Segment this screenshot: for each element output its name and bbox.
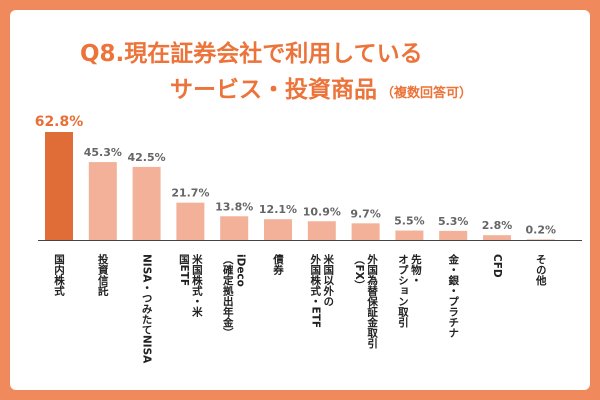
value-label-4: 13.8% (215, 200, 253, 213)
category-label-10: CFD (491, 254, 503, 278)
bar-6 (307, 221, 336, 240)
value-label-3: 21.7% (171, 187, 209, 200)
value-label-1: 45.3% (84, 146, 122, 159)
value-label-2: 42.5% (128, 151, 166, 164)
chart-title-main: サービス・投資商品 (170, 77, 377, 103)
category-label-3-line1: 米国株式・米 (191, 253, 203, 318)
category-label-4-line1: iDeco (235, 254, 247, 287)
value-label-9: 5.3% (438, 215, 469, 228)
category-label-5: 債券 (272, 253, 284, 276)
category-label-2: NISA・つみたてNISA (141, 254, 153, 364)
value-label-5: 12.1% (259, 203, 297, 216)
category-label-11: その他 (535, 254, 547, 286)
value-label-11: 0.2% (526, 223, 557, 236)
bar-7 (351, 223, 380, 240)
category-label-0: 国内株式 (53, 254, 65, 297)
chart-card: Q8.現在証券会社で利用している サービス・投資商品 （複数回答可） 62.8% 国… (10, 10, 590, 390)
category-label-7-line2: （FX） (353, 254, 365, 290)
bar-9 (439, 230, 468, 240)
chart-title-note: （複数回答可） (381, 86, 473, 101)
bar-5 (264, 219, 292, 240)
value-label-0: 62.8% (35, 114, 84, 130)
bar-0 (45, 132, 73, 240)
category-label-6-line1: 米国以外の (322, 253, 334, 306)
bar-4 (220, 216, 249, 240)
bar-1 (88, 162, 117, 240)
value-label-6: 10.9% (303, 205, 341, 218)
chart-title-line2: サービス・投資商品 （複数回答可） (170, 70, 600, 104)
bar-10 (483, 235, 511, 240)
value-label-10: 2.8% (482, 219, 513, 232)
category-label-3-line2: 国ETF (178, 254, 190, 286)
category-label-1: 投資信託 (97, 253, 109, 297)
bar-3 (176, 202, 205, 240)
value-label-8: 5.5% (394, 215, 425, 228)
category-label-7-line1: 外国為替保証金取引 (366, 253, 378, 349)
category-label-4-line2: （確定拠出年金） (222, 254, 234, 338)
chart-title-line1: Q8.現在証券会社で利用している (80, 41, 423, 67)
bar-chart: 62.8% 国内株式 45.3% 投資信託 42.5% NISA・つみたてNISA 21.7… (35, 114, 582, 364)
value-label-7: 9.7% (350, 207, 381, 220)
category-label-8-line2: オプション取引 (397, 254, 409, 328)
category-label-9: 金・銀・プラチナ (447, 253, 459, 338)
bar-8 (395, 230, 424, 240)
bar-2 (132, 166, 161, 240)
category-label-8-line1: 先物・ (410, 253, 422, 285)
category-label-6-line2: 外国株式・ETF (309, 253, 321, 328)
bar-11 (526, 239, 555, 240)
